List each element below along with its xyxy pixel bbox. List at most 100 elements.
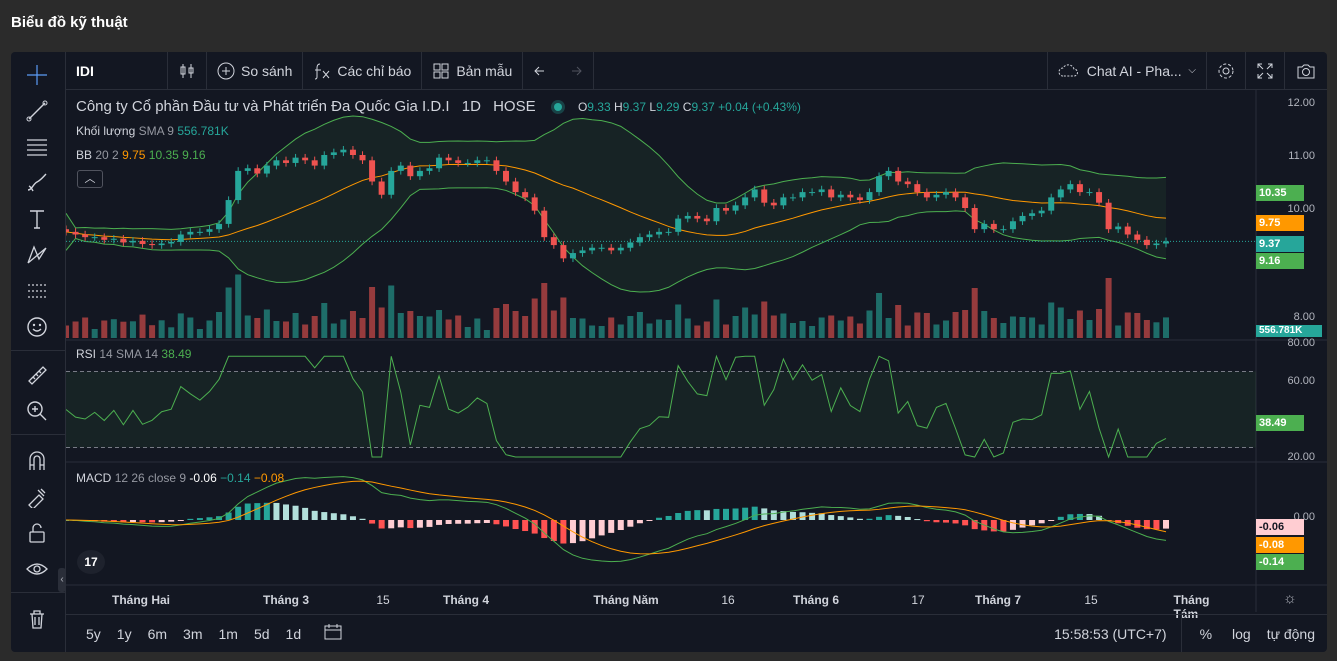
range-1m[interactable]: 1m	[218, 625, 238, 642]
volume-bar	[1067, 319, 1074, 338]
macd-histogram-bar	[751, 506, 758, 520]
compare-button[interactable]: So sánh	[207, 52, 304, 90]
volume-bar	[464, 327, 471, 338]
redo-icon[interactable]	[565, 62, 583, 80]
macd-histogram-bar	[483, 520, 490, 523]
macd-histogram-bar	[503, 520, 509, 527]
templates-button[interactable]: Bản mẫu	[422, 52, 524, 90]
zoom-in-icon[interactable]	[24, 398, 50, 424]
candle-body	[1048, 197, 1055, 211]
volume-bar	[263, 309, 270, 338]
settings-button[interactable]	[1207, 52, 1246, 90]
candle-body	[139, 240, 146, 245]
volume-bar	[254, 318, 261, 338]
collapse-sidebar-button[interactable]: ‹	[58, 568, 66, 592]
pattern-icon[interactable]	[24, 242, 50, 268]
candle-body	[904, 181, 911, 185]
volume-bar	[665, 320, 672, 338]
chat-ai-dropdown[interactable]: Chat AI - Pha... ⌵	[1047, 52, 1207, 90]
volume-bar	[369, 287, 376, 338]
trash-icon[interactable]	[24, 606, 50, 632]
time-axis-settings-icon[interactable]: ☼	[1283, 590, 1297, 607]
magnet-icon[interactable]	[24, 448, 50, 474]
candle-body	[923, 192, 930, 198]
volume-bar	[780, 313, 787, 338]
macd-histogram-bar	[914, 519, 921, 521]
volume-bar	[503, 304, 509, 338]
collapse-legend-button[interactable]: ︿	[77, 170, 103, 188]
volume-bar	[636, 312, 643, 338]
candle-body	[292, 157, 299, 163]
candle-body	[684, 215, 691, 219]
plus-circle-icon	[217, 62, 235, 79]
macd-histogram-bar	[665, 515, 672, 520]
volume-bar	[589, 325, 596, 338]
range-6m[interactable]: 6m	[147, 625, 168, 642]
range-1d[interactable]: 1d	[285, 625, 302, 642]
indicators-button[interactable]: Các chỉ báo	[303, 52, 423, 90]
macd-histogram-bar	[952, 520, 959, 524]
symbol-search-button[interactable]: IDI	[66, 52, 168, 90]
candle-body	[120, 238, 127, 243]
range-1y[interactable]: 1y	[116, 625, 132, 642]
macd-histogram-bar	[617, 520, 624, 531]
text-tool-icon[interactable]	[24, 206, 50, 232]
prediction-icon[interactable]	[24, 278, 50, 304]
macd-histogram-bar	[904, 516, 911, 520]
log-toggle[interactable]: log	[1232, 625, 1251, 642]
chart-type-button[interactable]	[168, 52, 207, 90]
eye-icon[interactable]	[24, 556, 50, 582]
go-to-date-icon[interactable]	[323, 623, 343, 644]
undo-icon[interactable]	[533, 62, 551, 80]
volume-bar	[388, 285, 395, 338]
macd-histogram-bar	[369, 520, 376, 524]
fib-retracement-icon[interactable]	[24, 134, 50, 160]
volume-bar	[531, 298, 538, 338]
macd-histogram-bar	[646, 520, 653, 521]
ruler-icon[interactable]	[24, 362, 50, 388]
macd-histogram-bar	[455, 520, 462, 524]
macd-histogram-bar	[885, 515, 892, 520]
clock[interactable]: 15:58:53 (UTC+7)	[1054, 614, 1182, 652]
volume-bar	[407, 311, 414, 338]
range-5y[interactable]: 5y	[86, 625, 101, 642]
fullscreen-button[interactable]	[1246, 52, 1285, 90]
brush-icon[interactable]	[24, 170, 50, 196]
time-label: Tháng 6	[792, 593, 840, 607]
macd-histogram-bar	[522, 520, 529, 532]
crosshair-icon[interactable]	[24, 62, 50, 88]
candle-body	[216, 223, 223, 230]
screenshot-button[interactable]	[1285, 52, 1327, 90]
interval: 1D	[461, 98, 481, 115]
time-axis[interactable]: Tháng Hai Tháng 3 15 Tháng 4 Tháng Năm 16 Thán…	[66, 585, 1256, 621]
volume-bar	[742, 307, 749, 338]
auto-toggle[interactable]: tự động	[1266, 625, 1315, 642]
volume-bar	[751, 314, 758, 338]
price-chart[interactable]	[66, 90, 1327, 612]
lock-drawing-icon[interactable]	[24, 484, 50, 510]
volume-bar	[971, 288, 978, 338]
candle-body	[703, 218, 710, 222]
tradingview-logo[interactable]: 17	[77, 550, 105, 574]
range-buttons: 5y 1y 6m 3m 1m 5d 1d	[66, 626, 309, 642]
range-3m[interactable]: 3m	[183, 625, 203, 642]
volume-bar	[129, 321, 136, 338]
macd-histogram-bar	[349, 516, 356, 520]
trend-line-icon[interactable]	[24, 98, 50, 124]
range-5d[interactable]: 5d	[253, 625, 270, 642]
macd-histogram-bar	[1086, 514, 1093, 520]
rsi-tick: 60.00	[1287, 375, 1315, 387]
emoji-icon[interactable]	[24, 314, 50, 340]
percent-toggle[interactable]: %	[1199, 625, 1213, 642]
macd-line	[66, 476, 1167, 563]
ohlc: O9.33 H9.37 L9.29 C9.37 +0.04 (+0.43%)	[577, 100, 801, 114]
candle-body	[273, 160, 280, 166]
candle-body	[82, 234, 89, 238]
candle-body	[885, 170, 892, 177]
volume-bar	[876, 293, 883, 338]
candle-body	[569, 253, 576, 259]
volume-bar	[627, 316, 634, 338]
unlock-icon[interactable]	[24, 520, 50, 546]
candle-body	[742, 197, 749, 206]
macd-histogram-bar	[1057, 516, 1064, 520]
